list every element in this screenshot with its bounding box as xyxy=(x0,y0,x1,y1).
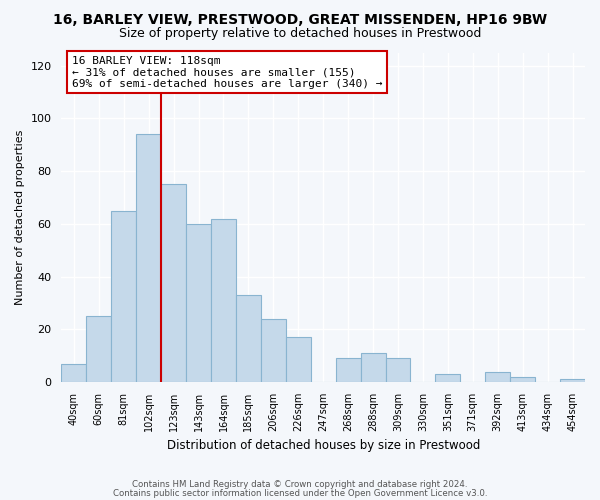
Bar xyxy=(261,319,286,382)
Text: Contains public sector information licensed under the Open Government Licence v3: Contains public sector information licen… xyxy=(113,489,487,498)
Bar xyxy=(560,380,585,382)
Bar xyxy=(186,224,211,382)
Bar xyxy=(386,358,410,382)
Bar xyxy=(236,295,261,382)
Bar xyxy=(361,353,386,382)
Text: 16 BARLEY VIEW: 118sqm
← 31% of detached houses are smaller (155)
69% of semi-de: 16 BARLEY VIEW: 118sqm ← 31% of detached… xyxy=(72,56,382,89)
Bar xyxy=(335,358,361,382)
X-axis label: Distribution of detached houses by size in Prestwood: Distribution of detached houses by size … xyxy=(167,440,480,452)
Bar xyxy=(161,184,186,382)
Text: Contains HM Land Registry data © Crown copyright and database right 2024.: Contains HM Land Registry data © Crown c… xyxy=(132,480,468,489)
Bar xyxy=(286,337,311,382)
Text: Size of property relative to detached houses in Prestwood: Size of property relative to detached ho… xyxy=(119,28,481,40)
Bar xyxy=(136,134,161,382)
Bar xyxy=(61,364,86,382)
Bar xyxy=(111,210,136,382)
Bar xyxy=(211,218,236,382)
Text: 16, BARLEY VIEW, PRESTWOOD, GREAT MISSENDEN, HP16 9BW: 16, BARLEY VIEW, PRESTWOOD, GREAT MISSEN… xyxy=(53,12,547,26)
Bar xyxy=(485,372,510,382)
Bar xyxy=(436,374,460,382)
Bar xyxy=(510,377,535,382)
Bar xyxy=(86,316,111,382)
Y-axis label: Number of detached properties: Number of detached properties xyxy=(15,130,25,305)
